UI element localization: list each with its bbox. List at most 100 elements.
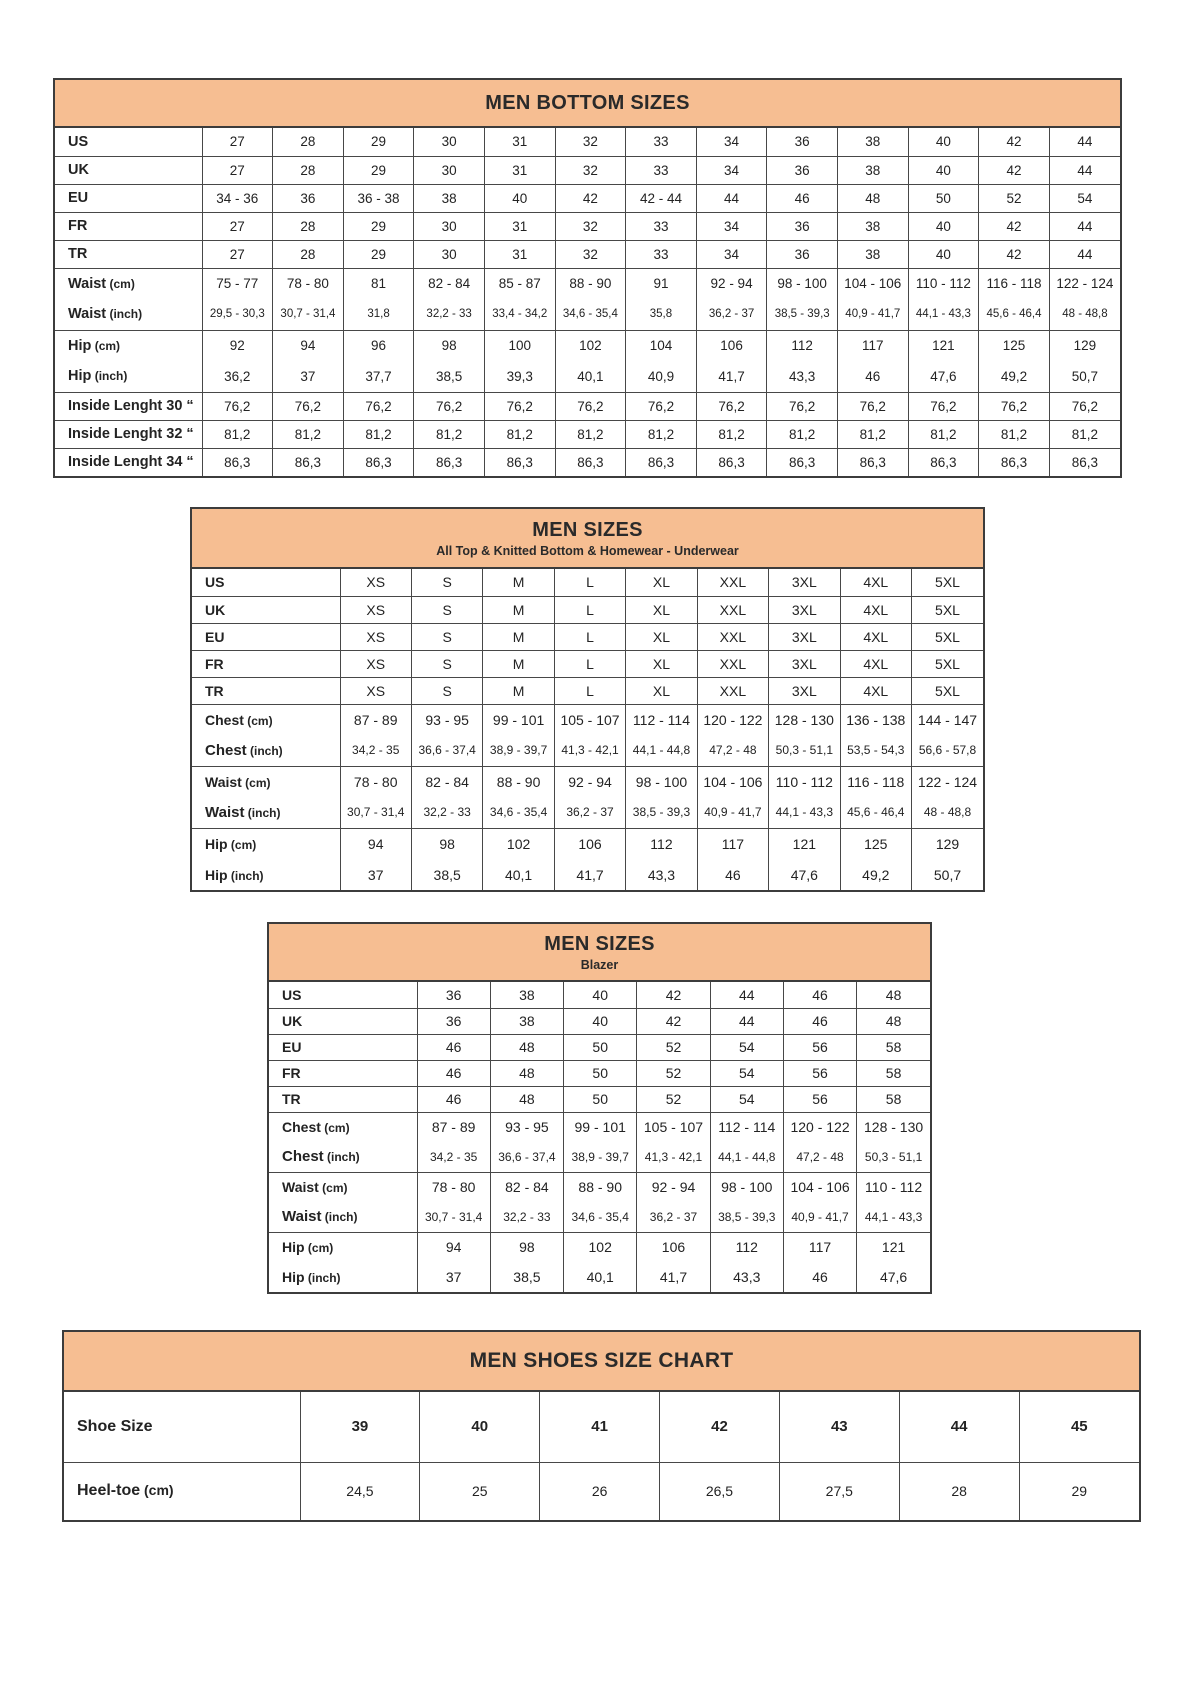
- value-cell: L: [553, 649, 626, 677]
- table-row: TR 27 28 29 30 31 32 33 34 36 38 40 42 44: [55, 239, 1120, 268]
- value-cell: 106: [695, 329, 767, 361]
- size-grid: Shoe Size 39 40 41 42 43 44 45 Heel-toe (cm) 24,5…: [64, 1392, 1139, 1520]
- value-cell: 38,5 - 39,3: [766, 299, 838, 330]
- value-cell: 85 - 87: [483, 267, 556, 299]
- table-row: Waist (inch) 30,7 - 31,4 32,2 - 33 34,6 - 3…: [269, 1202, 930, 1232]
- value-cell: 29,5 - 30,3: [201, 299, 273, 330]
- value-cell: 36,2: [201, 361, 273, 392]
- value-cell: 48: [489, 1059, 564, 1086]
- value-cell: 26,5: [659, 1461, 780, 1520]
- value-cell: 104 - 106: [696, 765, 769, 797]
- value-cell: 31: [483, 211, 556, 240]
- table-row: FR 27 28 29 30 31 32 33 34 36 38 40 42 44: [55, 211, 1120, 240]
- value-cell: 112: [766, 329, 838, 361]
- value-cell: 98: [410, 827, 483, 859]
- value-cell: 33,4 - 34,2: [483, 299, 556, 330]
- table-row: Inside Lenght 32 “81,2 81,2 81,2 81,2 81,2 81…: [55, 419, 1120, 448]
- table-row: US 27 28 29 30 31 32 33 34 36 38 40 42 44: [55, 128, 1120, 156]
- row-label: EU: [55, 183, 202, 212]
- table-row: US 36 38 40 42 44 46 48: [269, 982, 930, 1008]
- value-cell: 44: [695, 183, 767, 212]
- value-cell: 36: [766, 155, 838, 184]
- value-cell: 45: [1018, 1392, 1139, 1462]
- value-cell: 41,7: [695, 361, 767, 392]
- value-cell: 32: [554, 239, 626, 268]
- row-label: Waist (cm): [269, 1171, 417, 1202]
- value-cell: 37: [339, 859, 412, 890]
- men-bottom-sizes-grid: US 27 28 29 30 31 32 33 34 36 38 40 42 44 UK 27 28 29 30 31…: [55, 128, 1120, 476]
- value-cell: 40: [563, 1007, 637, 1034]
- value-cell: 87 - 89: [339, 703, 412, 735]
- value-cell: 87 - 89: [416, 1111, 491, 1142]
- value-cell: 43,3: [766, 361, 838, 392]
- value-cell: 42 - 44: [625, 183, 697, 212]
- value-cell: 42: [554, 183, 626, 212]
- value-cell: 125: [839, 827, 912, 859]
- value-cell: 46: [836, 361, 909, 392]
- value-cell: 48: [489, 1085, 564, 1112]
- value-cell: XXL: [696, 622, 769, 650]
- value-cell: 44: [1048, 211, 1120, 240]
- value-cell: 75 - 77: [201, 267, 273, 299]
- value-cell: S: [410, 569, 483, 596]
- value-cell: 128 - 130: [768, 703, 841, 735]
- value-cell: 52: [978, 183, 1050, 212]
- value-cell: 30: [413, 155, 485, 184]
- table-row: UK 36 38 40 42 44 46 48: [269, 1007, 930, 1034]
- value-cell: 116 - 118: [978, 267, 1050, 299]
- value-cell: 47,6: [907, 361, 979, 392]
- value-cell: 42: [978, 239, 1050, 268]
- row-label: Waist (inch): [68, 306, 143, 323]
- value-cell: 54: [709, 1059, 784, 1086]
- value-cell: 82 - 84: [489, 1171, 564, 1202]
- value-cell: 54: [709, 1033, 784, 1060]
- value-cell: 86,3: [272, 447, 344, 476]
- value-cell: 36,2 - 37: [695, 299, 767, 330]
- value-cell: 50,7: [911, 859, 983, 890]
- value-cell: 5XL: [911, 595, 983, 623]
- value-cell: 93 - 95: [489, 1111, 564, 1142]
- value-cell: 36: [416, 1007, 491, 1034]
- row-label: Inside Lenght 32 “: [55, 419, 202, 448]
- table-title: MEN SIZES: [544, 932, 655, 955]
- men-bottom-sizes-header: MEN BOTTOM SIZES: [55, 80, 1120, 128]
- value-cell: 56,6 - 57,8: [911, 735, 983, 766]
- row-unit: (inch): [227, 868, 264, 883]
- value-cell: 88 - 90: [563, 1171, 637, 1202]
- value-cell: 82 - 84: [410, 765, 483, 797]
- table-row: TR XS S M L XL XXL 3XL 4XL 5XL: [192, 676, 983, 704]
- value-cell: 25: [419, 1461, 540, 1520]
- value-cell: 31: [483, 155, 556, 184]
- value-cell: 36: [766, 211, 838, 240]
- value-cell: 30: [413, 211, 485, 240]
- value-cell: 104: [625, 329, 697, 361]
- value-cell: 81,2: [201, 419, 273, 448]
- value-cell: 43: [778, 1392, 900, 1462]
- table-row: Chest (inch) 34,2 - 35 36,6 - 37,4 38,9 - 3…: [269, 1142, 930, 1172]
- value-cell: 27: [201, 239, 273, 268]
- value-cell: 144 - 147: [911, 703, 983, 735]
- row-label: Waist (inch): [205, 803, 281, 821]
- value-cell: 33: [625, 211, 697, 240]
- value-cell: 116 - 118: [839, 765, 912, 797]
- value-cell: 76,2: [695, 391, 767, 420]
- value-cell: 40,1: [563, 1262, 637, 1292]
- value-cell: 117: [696, 827, 769, 859]
- value-cell: 50: [563, 1033, 637, 1060]
- value-cell: 76,2: [836, 391, 909, 420]
- value-cell: 76,2: [907, 391, 979, 420]
- value-cell: 38,5 - 39,3: [709, 1202, 784, 1232]
- value-cell: 100: [483, 329, 556, 361]
- value-cell: 81,2: [342, 419, 414, 448]
- value-cell: 37,7: [342, 361, 414, 392]
- table-row: US XS S M L XL XXL 3XL 4XL 5XL: [192, 569, 983, 596]
- value-cell: 44,1 - 43,3: [768, 797, 841, 828]
- value-cell: 110 - 112: [856, 1171, 930, 1202]
- value-cell: 46: [416, 1059, 491, 1086]
- value-cell: 86,3: [1048, 447, 1120, 476]
- value-cell: 52: [636, 1085, 711, 1112]
- value-cell: 40,1: [482, 859, 555, 890]
- value-cell: 98: [489, 1231, 564, 1262]
- value-cell: 33: [625, 239, 697, 268]
- value-cell: S: [410, 649, 483, 677]
